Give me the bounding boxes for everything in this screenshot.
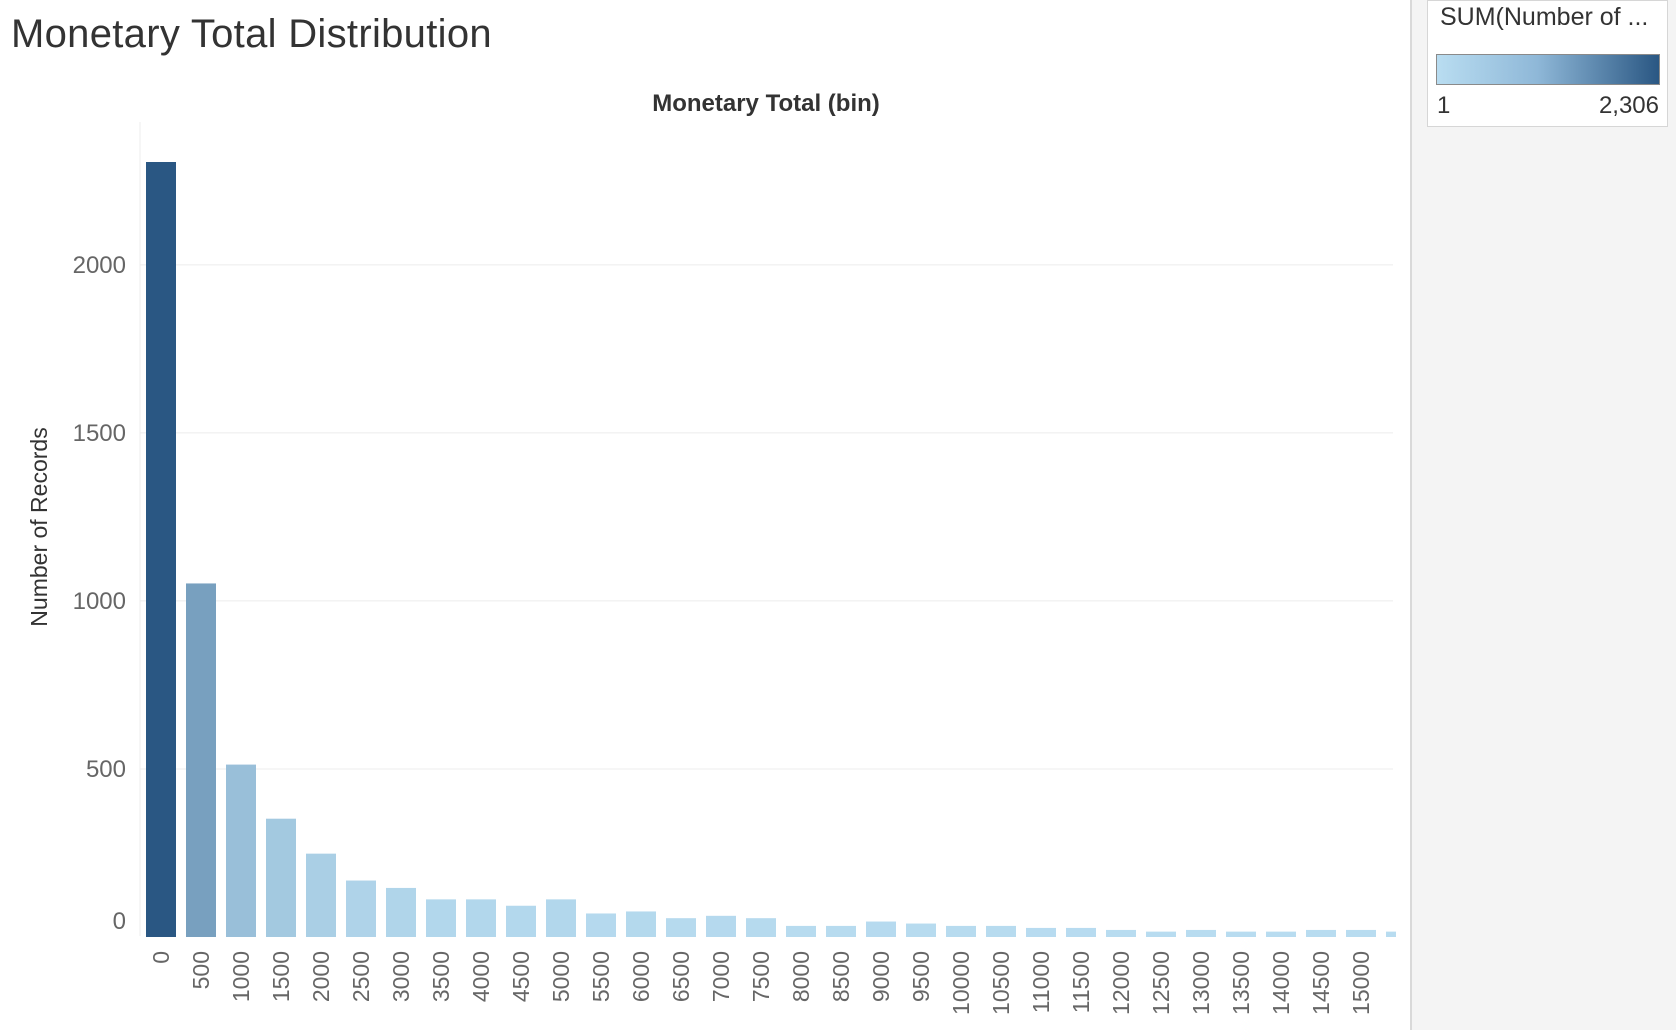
y-tick-label: 2000: [73, 252, 126, 279]
bar[interactable]: [426, 899, 456, 937]
x-tick-label: 0: [148, 951, 174, 964]
x-tick-label: 7500: [748, 951, 774, 1002]
bar[interactable]: [146, 162, 176, 937]
bar[interactable]: [1146, 931, 1176, 937]
bar[interactable]: [1106, 929, 1136, 937]
bar[interactable]: [306, 853, 336, 937]
bar-chart: 0 500 1000 1500 2000 0 500 1000 1500 2000 2500 300…: [26, 90, 1396, 1015]
legend-panel: SUM(Number of ... 1 2,306: [1410, 0, 1676, 1030]
bar[interactable]: [386, 887, 416, 937]
color-legend[interactable]: SUM(Number of ... 1 2,306: [1427, 0, 1668, 127]
x-tick-label: 11500: [1068, 951, 1094, 1013]
bar[interactable]: [826, 925, 856, 937]
x-tick-label: 9000: [868, 951, 894, 1002]
bar[interactable]: [1026, 927, 1056, 937]
x-tick-label: 6500: [668, 951, 694, 1002]
bar[interactable]: [546, 899, 576, 937]
bar[interactable]: [786, 925, 816, 937]
x-tick-label: 6000: [628, 951, 654, 1002]
y-axis-label: Number of Records: [26, 427, 52, 626]
legend-max-value: 2,306: [1598, 92, 1659, 119]
y-tick-label: 0: [113, 908, 126, 935]
x-tick-label: 2000: [308, 951, 334, 1002]
legend-min-value: 1: [1437, 92, 1451, 119]
bar[interactable]: [586, 913, 616, 937]
x-tick-label: 11000: [1028, 951, 1054, 1013]
x-tick-label: 5000: [548, 951, 574, 1002]
bar[interactable]: [186, 583, 216, 937]
bar[interactable]: [1066, 927, 1096, 937]
bar[interactable]: [266, 818, 296, 937]
bar[interactable]: [626, 911, 656, 937]
bar[interactable]: [906, 923, 936, 937]
bar[interactable]: [1346, 929, 1376, 937]
bar[interactable]: [1226, 931, 1256, 937]
x-tick-label: 1500: [268, 951, 294, 1002]
bar[interactable]: [1386, 931, 1396, 937]
bars: [146, 162, 1396, 937]
y-axis-ticks: 0 500 1000 1500 2000: [73, 252, 126, 935]
x-tick-label: 13500: [1228, 951, 1254, 1015]
bar[interactable]: [1266, 931, 1296, 937]
x-tick-label: 13000: [1188, 951, 1214, 1015]
x-axis-ticks: 0 500 1000 1500 2000 2500 3000 3500 4000 4500 5000…: [148, 951, 1374, 1015]
x-tick-label: 4000: [468, 951, 494, 1002]
x-tick-label: 9500: [908, 951, 934, 1002]
page-title: Monetary Total Distribution: [11, 12, 492, 56]
y-tick-label: 1500: [73, 420, 126, 447]
x-tick-label: 8500: [828, 951, 854, 1002]
bar[interactable]: [226, 764, 256, 937]
x-tick-label: 10500: [988, 951, 1014, 1015]
x-tick-label: 3000: [388, 951, 414, 1002]
x-tick-label: 14000: [1268, 951, 1294, 1015]
x-tick-label: 8000: [788, 951, 814, 1002]
bar[interactable]: [666, 918, 696, 937]
x-tick-label: 4500: [508, 951, 534, 1002]
bar[interactable]: [746, 918, 776, 937]
bar[interactable]: [1306, 929, 1336, 937]
x-tick-label: 2500: [348, 951, 374, 1002]
x-tick-label: 7000: [708, 951, 734, 1002]
bar[interactable]: [866, 921, 896, 937]
bar[interactable]: [706, 915, 736, 937]
x-tick-label: 10000: [948, 951, 974, 1015]
bar[interactable]: [986, 925, 1016, 937]
x-tick-label: 15000: [1348, 951, 1374, 1015]
x-tick-label: 12500: [1148, 951, 1174, 1015]
bar[interactable]: [1186, 929, 1216, 937]
chart-title: Monetary Total (bin): [652, 90, 880, 117]
legend-color-ramp: [1436, 54, 1660, 85]
x-tick-label: 1000: [228, 951, 254, 1002]
bar[interactable]: [346, 880, 376, 937]
x-tick-label: 5500: [588, 951, 614, 1002]
bar[interactable]: [466, 899, 496, 937]
x-tick-label: 14500: [1308, 951, 1334, 1015]
bar[interactable]: [946, 925, 976, 937]
bar[interactable]: [506, 905, 536, 937]
gridlines: [140, 264, 1393, 770]
x-tick-label: 500: [188, 951, 214, 989]
y-tick-label: 500: [86, 756, 126, 783]
x-tick-label: 12000: [1108, 951, 1134, 1015]
x-tick-label: 3500: [428, 951, 454, 1002]
legend-title: SUM(Number of ...: [1440, 3, 1649, 31]
y-tick-label: 1000: [73, 588, 126, 615]
